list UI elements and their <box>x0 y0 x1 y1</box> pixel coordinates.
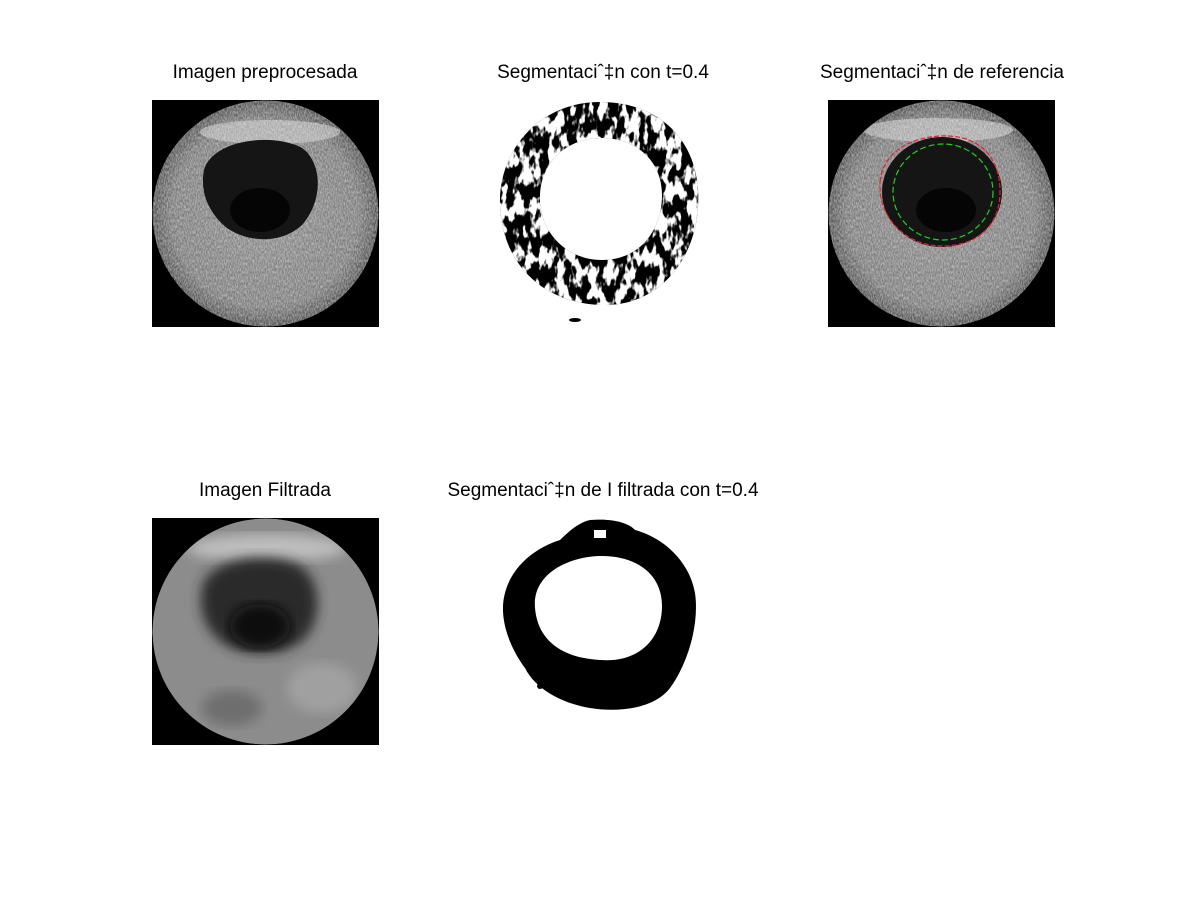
segmentation-mask <box>490 100 717 327</box>
filtered-ivus-image <box>152 518 379 745</box>
reference-segmentation-image <box>828 100 1055 327</box>
reference-inner-contour <box>892 143 994 241</box>
preprocessed-ivus-image <box>152 100 379 327</box>
reference-outer-contour <box>879 135 1001 247</box>
segmentation-title: Segmentaciˆ‡n con t=0.4 <box>497 62 709 83</box>
filtered-segmentation-mask <box>490 518 717 745</box>
preprocessed-image-title: Imagen preprocesada <box>172 62 358 83</box>
reference-segmentation-title: Segmentaciˆ‡n de referencia <box>820 62 1064 83</box>
filtered-image-title: Imagen Filtrada <box>198 480 332 501</box>
filtered-segmentation-title: Segmentaciˆ‡n de I filtrada con t=0.4 <box>447 480 759 501</box>
